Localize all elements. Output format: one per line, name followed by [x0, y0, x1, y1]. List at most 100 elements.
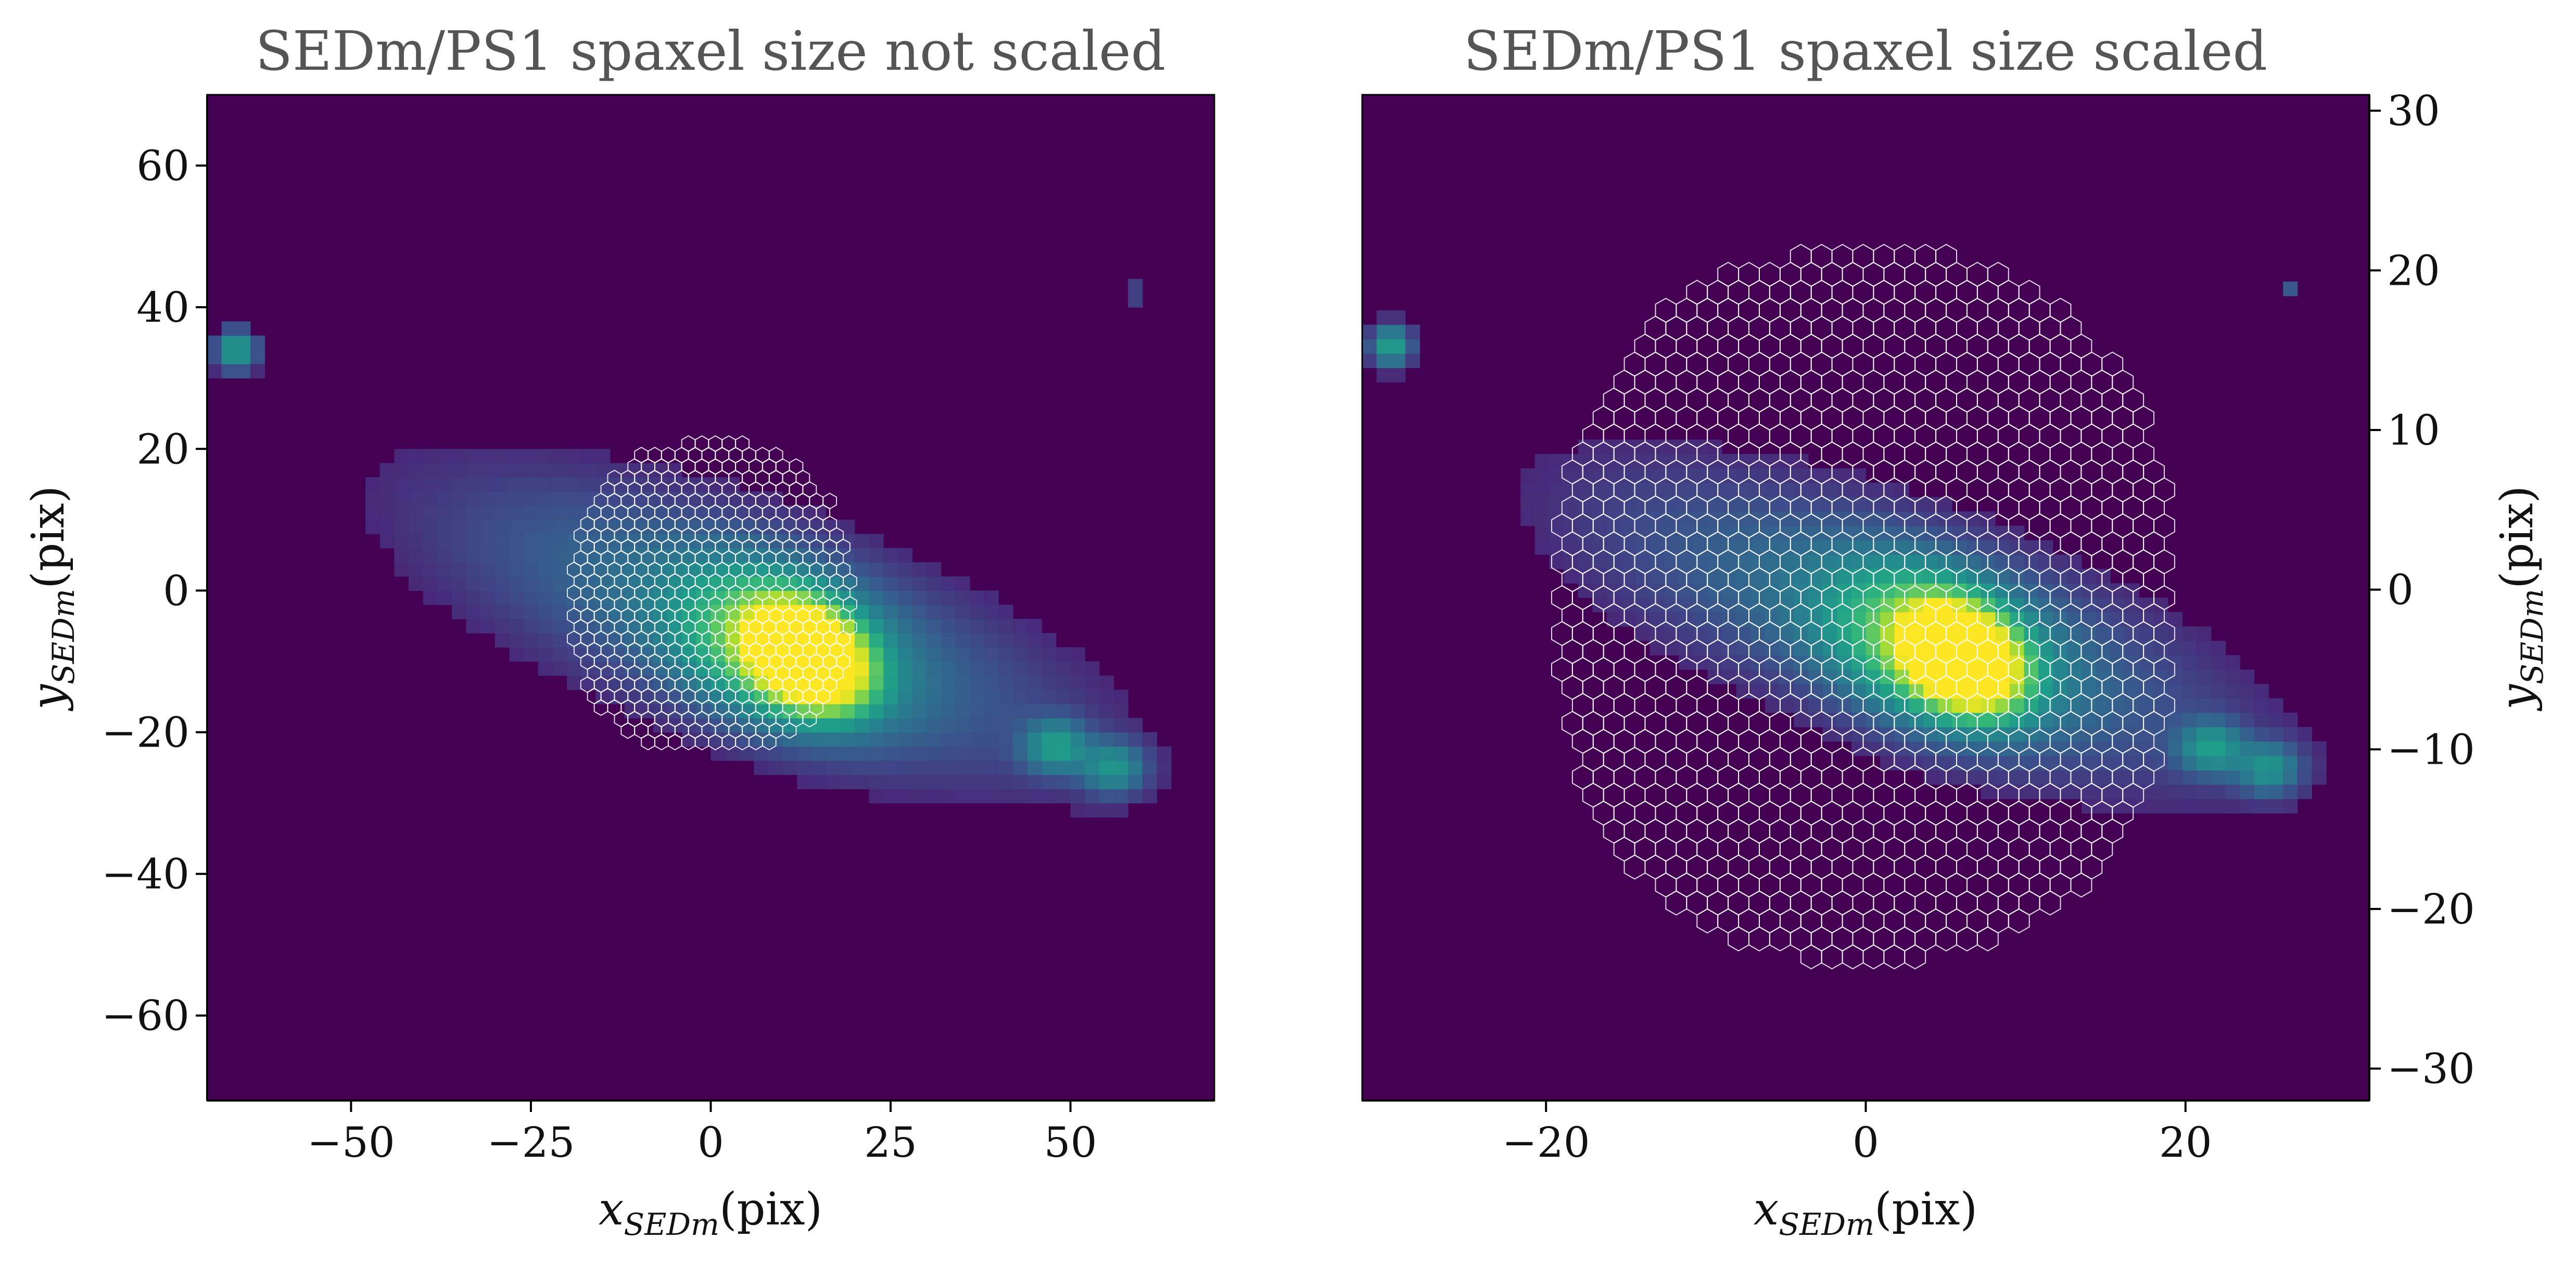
left-heatmap-cell-52	[423, 463, 438, 478]
left-heatmap-cell-324	[682, 704, 697, 718]
right-heatmap-cell-755	[2168, 684, 2183, 699]
left-heatmap-cell-136	[524, 590, 539, 605]
right-heatmap-cell-574	[2009, 612, 2025, 627]
right-heatmap-cell-139	[1679, 626, 1694, 641]
right-heatmap-cell-605	[2038, 698, 2053, 713]
right-heatmap-cell-346	[1837, 468, 1852, 483]
left-heatmap-cell-765	[1042, 789, 1057, 804]
right-panel-title: SEDm/PS1 spaxel size scaled	[1464, 19, 2267, 83]
left-heatmap-cell-633	[912, 732, 927, 747]
left-heatmap-cell-271	[639, 633, 654, 648]
left-heatmap-cell-694	[955, 576, 970, 591]
right-heatmap-cell-144	[1679, 554, 1694, 570]
left-heatmap-cell-129	[509, 477, 524, 492]
left-heatmap-cell-606	[883, 604, 898, 620]
left-heatmap-cell-41	[409, 463, 424, 478]
left-heatmap-cell-107	[494, 576, 510, 591]
right-heatmap-cell-745	[2153, 612, 2168, 627]
left-heatmap-cell-177	[552, 463, 567, 478]
left-heatmap-cell-87	[466, 477, 481, 492]
right-heatmap-cell-793	[2211, 712, 2226, 727]
right-heatmap-cell-94	[1635, 612, 1651, 627]
right-heatmap-cell-768	[2182, 698, 2197, 713]
right-heatmap-cell-0	[1362, 353, 1377, 368]
left-heatmap-cell-139	[524, 548, 539, 563]
left-heatmap-cell-617	[897, 704, 913, 718]
left-heatmap-cell-683	[955, 732, 970, 747]
right-heatmap-cell-84	[1621, 554, 1636, 570]
right-heatmap-cell-31	[1549, 497, 1564, 512]
left-heatmap-cell-713	[984, 746, 999, 761]
left-heatmap-cell-773	[1042, 675, 1057, 690]
left-heatmap-cell-817	[1099, 718, 1114, 733]
right-heatmap-cell-237	[1765, 684, 1780, 699]
left-heatmap-cell-20	[379, 505, 395, 520]
left-heatmap-cell-125	[509, 534, 524, 549]
right-y-ticks: −30 −20 −10 0 10 20 30	[2369, 87, 2475, 1093]
left-heatmap-cell-167	[552, 604, 567, 620]
right-heatmap-cell-772	[2182, 640, 2197, 655]
left-heatmap-cell-502	[811, 718, 827, 733]
right-heatmap-cell-509	[1966, 698, 1982, 713]
left-heatmap-cell-698	[970, 746, 985, 761]
right-heatmap-cell-250	[1765, 497, 1780, 512]
left-heatmap-cell-170	[552, 562, 567, 577]
right-heatmap-cell-318	[1822, 598, 1837, 613]
left-heatmap-cell-818	[1099, 704, 1114, 718]
left-heatmap-cell-756	[1027, 732, 1042, 747]
right-heatmap-cell-394	[1880, 640, 1895, 655]
left-heatmap-cell-668	[941, 718, 956, 733]
right-heatmap-cell-348	[1851, 727, 1867, 742]
right-heatmap-cell-329	[1837, 712, 1852, 727]
left-heatmap-cell-588	[869, 590, 884, 605]
left-heatmap-cell-581	[869, 689, 884, 704]
right-heatmap-cell-426	[1909, 755, 1924, 770]
left-heatmap-cell-785	[1056, 675, 1071, 690]
right-heatmap-cell-653	[2082, 770, 2097, 785]
right-heatmap-cell-514	[1966, 626, 1982, 641]
right-heatmap-cell-591	[2024, 640, 2039, 655]
right-heatmap-cell-681	[2096, 612, 2111, 627]
right-x-tick-label-1: 0	[1852, 1118, 1879, 1167]
left-heatmap-cell-584	[869, 647, 884, 662]
left-x-tick-label-1: −25	[487, 1118, 575, 1167]
left-heatmap-cell-703	[970, 675, 985, 690]
left-heatmap-cell-729	[998, 732, 1013, 747]
left-heatmap-cell-624	[897, 604, 913, 620]
left-heatmap-cell-731	[998, 704, 1013, 718]
left-heatmap-cell-137	[524, 576, 539, 591]
right-heatmap-cell-519	[1966, 554, 1982, 570]
left-heatmap-cell-26	[394, 534, 409, 549]
right-heatmap-cell-851	[2312, 755, 2327, 770]
right-heatmap-cell-173	[1707, 612, 1722, 627]
right-heatmap-cell-117	[1649, 497, 1665, 512]
left-heatmap-cell-701	[970, 704, 985, 718]
left-heatmap-cell-61	[437, 491, 452, 506]
right-heatmap-cell-489	[1952, 712, 1967, 727]
left-x-tick-label-2: 0	[697, 1118, 724, 1167]
left-heatmap-cell-702	[970, 689, 985, 704]
right-heatmap-cell-775	[2197, 784, 2212, 799]
left-heatmap-cell-539	[840, 746, 855, 761]
left-heatmap-cell-587	[869, 604, 884, 620]
left-heatmap-cell-164	[552, 647, 567, 662]
right-heatmap-cell-465	[1937, 770, 1952, 785]
right-heatmap-cell-830	[2268, 784, 2283, 799]
left-heatmap-cell-749	[1013, 647, 1028, 662]
left-heatmap-cell-544	[840, 675, 855, 690]
left-heatmap-cell-685	[955, 704, 970, 718]
left-y-tick-label-5: 40	[136, 283, 189, 332]
left-heatmap-cell-666	[941, 746, 956, 761]
right-heatmap-cell-673	[2096, 727, 2111, 742]
left-heatmap-cell-681	[955, 760, 970, 775]
right-heatmap-cell-610	[2038, 626, 2053, 641]
left-heatmap-cell-808	[1085, 689, 1100, 704]
right-heatmap-cell-326	[1822, 483, 1837, 498]
left-heatmap-cell-81	[466, 562, 481, 577]
left-heatmap-cell-690	[955, 633, 970, 648]
right-heatmap-cell-366	[1851, 468, 1867, 483]
right-heatmap-cell-132	[1664, 497, 1679, 512]
left-heatmap-cell-566	[854, 633, 870, 648]
right-heatmap-cell-773	[2182, 626, 2197, 641]
right-heatmap-cell-789	[2211, 770, 2226, 785]
